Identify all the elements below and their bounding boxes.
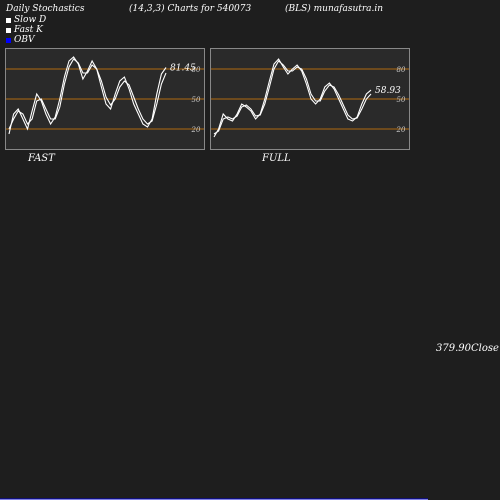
legend-label-fast-k: Fast K bbox=[14, 25, 43, 35]
chart-symbol: (BLS) munafasutra.in bbox=[285, 4, 384, 14]
legend-swatch-slow-d bbox=[6, 17, 11, 23]
chart-params: (14,3,3) Charts for 540073 bbox=[129, 4, 252, 14]
close-value-label: 379.90Close bbox=[436, 343, 499, 354]
full-last-value-label: 58.93 bbox=[375, 86, 401, 96]
legend-label-slow-d: Slow D bbox=[14, 15, 47, 25]
full-series-0-line bbox=[213, 58, 372, 138]
fast-stoch-panel: 20 50 80 81.45 bbox=[5, 48, 205, 150]
full-series-1-line bbox=[213, 60, 372, 135]
full-stoch-chart: 20 50 80 58.93 bbox=[211, 58, 409, 138]
full-stoch-panel: 20 50 80 58.93 bbox=[210, 48, 410, 150]
fast-panel-label: FAST bbox=[28, 153, 55, 164]
legend-item-obv: OBV bbox=[6, 35, 35, 45]
legend-swatch-obv bbox=[6, 37, 11, 43]
fast-level-label-50: 50 bbox=[192, 96, 201, 104]
fast-level-label-20: 20 bbox=[191, 126, 201, 134]
chart-title: Daily Stochastics bbox=[6, 4, 85, 14]
full-level-label-80: 80 bbox=[397, 66, 406, 74]
legend-label-obv: OBV bbox=[14, 35, 35, 45]
full-level-label-50: 50 bbox=[397, 96, 406, 104]
fast-level-label-80: 80 bbox=[192, 66, 201, 74]
fast-series-1-line bbox=[8, 58, 167, 130]
legend-item-slow-d: Slow D bbox=[6, 15, 46, 25]
fast-series-0-line bbox=[8, 56, 167, 135]
fast-last-value-label: 81.45 bbox=[170, 64, 196, 74]
legend-item-fast-k: Fast K bbox=[6, 25, 43, 35]
full-level-label-20: 20 bbox=[396, 126, 406, 134]
full-panel-label: FULL bbox=[262, 153, 291, 164]
obv-close-chart: 379.90Close bbox=[0, 343, 499, 500]
legend-swatch-fast-k bbox=[6, 27, 11, 33]
